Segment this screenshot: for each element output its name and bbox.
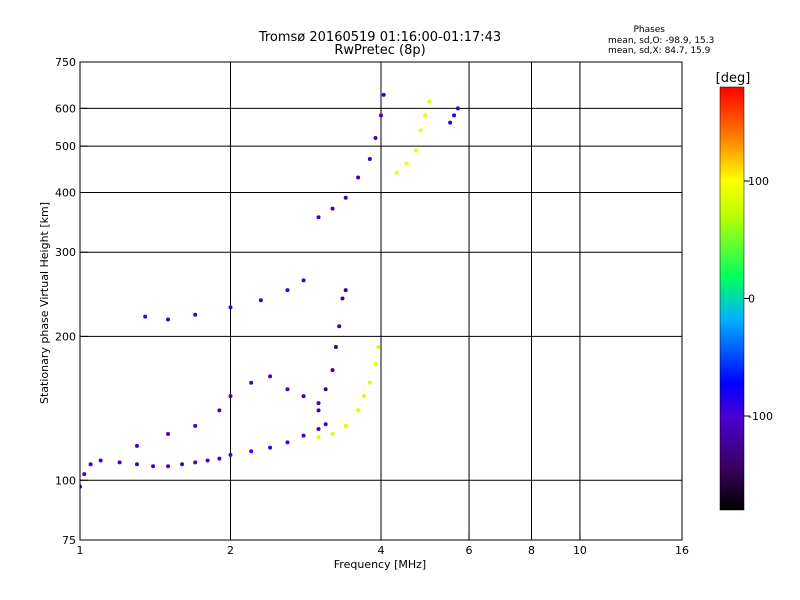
data-point (343, 423, 348, 428)
x-tick-label: 8 (528, 544, 535, 557)
colorbar (719, 86, 745, 511)
colorbar-tick-label: 100 (748, 175, 769, 188)
data-point (193, 312, 198, 317)
data-point (343, 288, 348, 293)
x-tick-label: 10 (573, 544, 587, 557)
data-point (330, 206, 335, 211)
data-point (228, 452, 233, 457)
x-tick-label: 2 (227, 544, 234, 557)
data-point (268, 445, 273, 450)
data-point (134, 462, 139, 467)
data-point (316, 435, 321, 440)
data-point (356, 408, 361, 413)
data-point (418, 128, 423, 133)
y-tick-label: 500 (55, 140, 76, 153)
y-tick-label: 75 (62, 534, 76, 547)
data-point (323, 387, 328, 392)
colorbar-ticks: 100 0 -100 (744, 175, 773, 423)
data-point (301, 278, 306, 283)
grid-lines (80, 62, 682, 540)
data-point (362, 394, 367, 399)
data-point (285, 288, 290, 293)
x-tick-label: 4 (378, 544, 385, 557)
colorbar-tick-label: -100 (748, 410, 773, 423)
y-tick-label: 200 (55, 330, 76, 343)
data-point (330, 431, 335, 436)
data-point (249, 380, 254, 385)
chart-title: Tromsø 20160519 01:16:00-01:17:43 (258, 30, 501, 45)
data-point (455, 106, 460, 111)
data-point (333, 345, 338, 350)
data-point (381, 92, 386, 97)
data-point (323, 422, 328, 427)
data-point (166, 317, 171, 322)
data-point (452, 113, 457, 118)
y-axis-label: Stationary phase Virtual Height [km] (38, 202, 51, 404)
data-point (134, 443, 139, 448)
phases-line-x: mean, sd,X: 84.7, 15.9 (608, 46, 711, 56)
data-point (151, 464, 156, 469)
data-point (316, 408, 321, 413)
data-point (268, 374, 273, 379)
y-tick-label: 100 (55, 474, 76, 487)
colorbar-label: [deg] (716, 71, 751, 86)
x-tick-label: 1 (77, 544, 84, 557)
data-point (376, 345, 381, 350)
axis-ticks: 1 2 4 6 8 10 16 75 100 200 300 400 500 600 750 (55, 56, 689, 557)
data-points (80, 92, 460, 489)
data-point (285, 387, 290, 392)
data-point (367, 380, 372, 385)
data-point (316, 427, 321, 432)
data-point (193, 423, 198, 428)
data-point (367, 157, 372, 162)
phases-line-o: mean, sd,O: -98.9, 15.3 (608, 36, 714, 46)
data-point (301, 394, 306, 399)
data-point (404, 161, 409, 166)
y-tick-label: 400 (55, 186, 76, 199)
data-point (228, 305, 233, 310)
data-point (379, 113, 383, 118)
data-point (414, 148, 419, 153)
data-point (316, 401, 321, 406)
chart-subtitle: RwPretec (8p) (334, 43, 425, 58)
data-point (117, 460, 122, 465)
data-point (193, 460, 198, 465)
y-tick-label: 600 (55, 102, 76, 115)
data-point (394, 170, 399, 175)
data-point (285, 440, 290, 445)
data-point (249, 449, 254, 454)
data-point (88, 462, 93, 467)
x-tick-label: 16 (675, 544, 689, 557)
data-point (337, 324, 342, 329)
x-tick-label: 6 (466, 544, 473, 557)
data-point (98, 458, 103, 463)
phases-title: Phases (633, 25, 665, 35)
data-point (427, 99, 432, 104)
data-point (143, 314, 148, 319)
y-tick-label: 300 (55, 246, 76, 259)
data-point (330, 368, 335, 373)
x-axis-label: Frequency [MHz] (334, 558, 426, 571)
data-point (373, 136, 378, 141)
data-point (343, 195, 348, 200)
data-point (166, 431, 171, 436)
y-tick-label: 750 (55, 56, 76, 69)
data-point (217, 408, 222, 413)
data-point (180, 462, 185, 467)
data-point (301, 433, 306, 438)
data-point (228, 394, 233, 399)
colorbar-tick-label: 0 (748, 293, 755, 306)
data-point (423, 113, 428, 118)
data-point (448, 120, 453, 125)
data-point (82, 472, 87, 477)
data-point (205, 458, 210, 463)
data-point (166, 464, 171, 469)
data-point (356, 175, 361, 180)
data-point (217, 456, 222, 461)
data-point (373, 362, 378, 367)
data-point (340, 296, 345, 301)
data-point (258, 298, 263, 303)
data-point (316, 215, 321, 220)
